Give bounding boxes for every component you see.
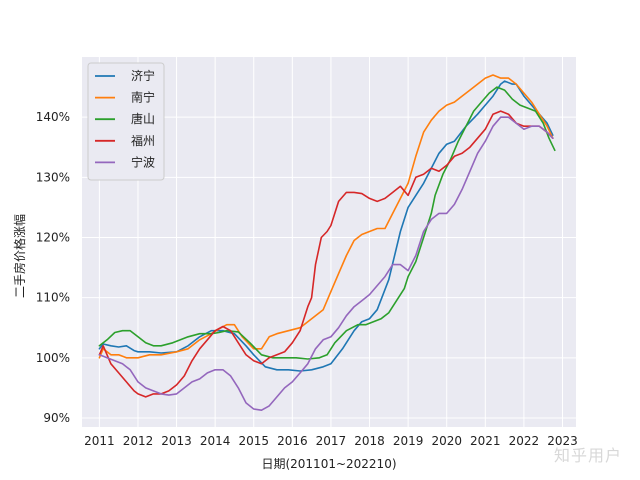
series-line — [98, 74, 554, 359]
x-axis-label: 日期(201101~202210) — [261, 457, 396, 471]
x-tick-label: 2013 — [161, 434, 192, 448]
legend-item-label: 唐山 — [131, 111, 155, 126]
legend-item-label: 福州 — [131, 133, 155, 148]
y-tick-label: 140% — [36, 110, 70, 124]
x-axis-ticks: 2011 2012 2013 2014 2015 2016 2017 2018 2019 2020… — [84, 434, 578, 448]
x-tick-label: 2023 — [547, 434, 578, 448]
x-tick-label: 2017 — [316, 434, 347, 448]
y-tick-label: 100% — [36, 351, 70, 365]
watermark: 知乎用户 — [553, 446, 622, 465]
series-line — [98, 110, 554, 398]
x-tick-label: 2018 — [354, 434, 385, 448]
x-tick-label: 2021 — [470, 434, 501, 448]
series-lines — [98, 74, 556, 411]
series-line — [98, 116, 554, 411]
legend-frame — [87, 62, 165, 181]
y-tick-label: 110% — [36, 291, 70, 305]
y-axis-ticks: 90% 100% 110% 120% 130% 140% — [36, 110, 70, 425]
series-line — [98, 86, 556, 360]
x-tick-label: 2022 — [509, 434, 540, 448]
y-tick-label: 90% — [43, 411, 70, 425]
legend-item-label: 济宁 — [131, 68, 155, 83]
y-tick-label: 120% — [36, 230, 70, 244]
y-axis-label: 二手房价格涨幅 — [12, 214, 27, 298]
x-tick-label: 2019 — [393, 434, 424, 448]
legend-item-label: 宁波 — [131, 154, 155, 169]
x-tick-label: 2015 — [238, 434, 269, 448]
x-tick-label: 2011 — [84, 434, 115, 448]
x-tick-label: 2020 — [431, 434, 462, 448]
y-tick-label: 130% — [36, 170, 70, 184]
legend-item-label: 南宁 — [131, 90, 155, 105]
grid-lines — [82, 57, 576, 427]
x-tick-label: 2014 — [200, 434, 231, 448]
x-tick-label: 2016 — [277, 434, 308, 448]
x-tick-label: 2012 — [123, 434, 154, 448]
